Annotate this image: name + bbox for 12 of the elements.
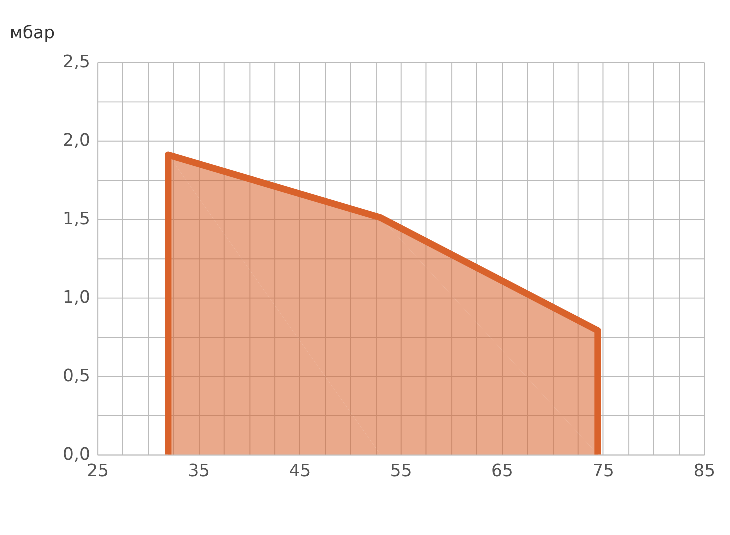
y-tick-label: 1,0	[63, 288, 90, 308]
y-tick-label: 1,5	[63, 210, 90, 230]
y-tick-label: 0,5	[63, 366, 90, 387]
x-tick-label: 45	[289, 461, 312, 482]
x-tick-label: 55	[390, 461, 412, 482]
x-tick-label: 65	[491, 461, 514, 482]
y-tick-label: 2,5	[63, 52, 90, 73]
x-tick-label: 75	[592, 461, 615, 482]
x-tick-label: 85	[694, 461, 716, 482]
x-tick-label: 35	[188, 461, 210, 482]
y-axis-title: мбар	[10, 24, 56, 44]
y-tick-label: 2,0	[63, 131, 90, 152]
